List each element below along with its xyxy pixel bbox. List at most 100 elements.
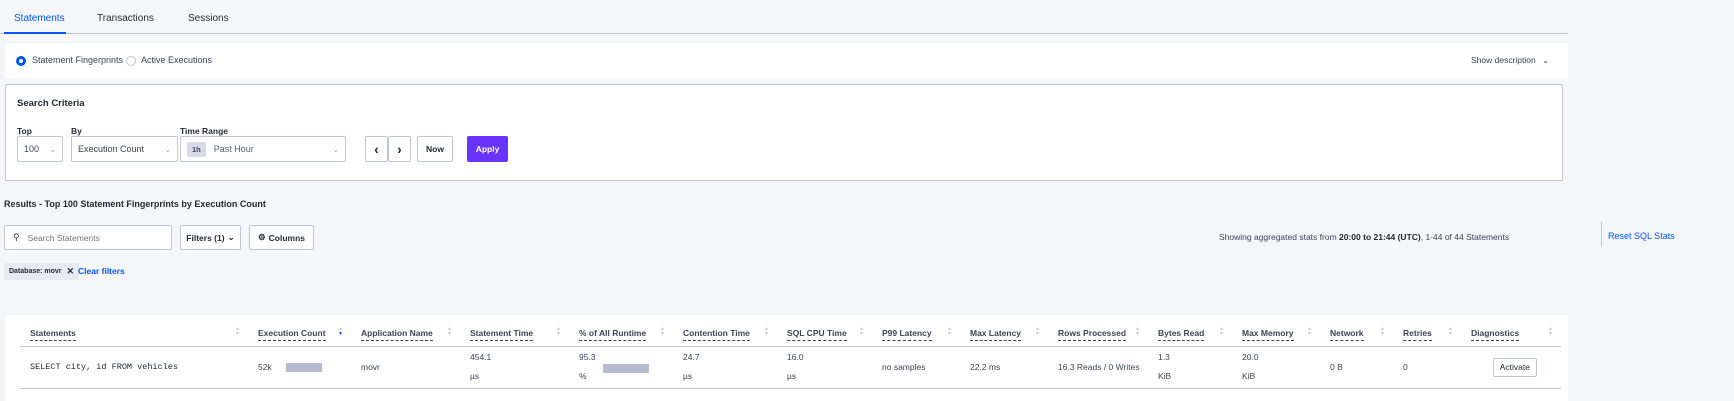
column-header-statements[interactable]: Statements ▲ ▼ (20, 320, 248, 347)
time-value: Past Hour (213, 144, 254, 154)
previous-time-button[interactable]: ‹ (365, 136, 388, 162)
sort-icon[interactable]: ▲ ▼ (1548, 326, 1553, 337)
column-header-label: Retries (1403, 327, 1432, 341)
sort-icon[interactable]: ▲ ▼ (1380, 326, 1385, 337)
chevron-down-icon: ⌄ (1542, 55, 1550, 65)
unit: µs (470, 371, 480, 381)
top-label: Top (17, 126, 32, 136)
column-header-max-latency[interactable]: Max Latency ▲ ▼ (960, 320, 1048, 347)
reset-sql-stats-link[interactable]: Reset SQL Stats (1608, 231, 1675, 241)
statements-table: Statements ▲ ▼ Execution Count ▲ ▼ Application… (20, 320, 1561, 389)
stats-range: 20:00 to 21:44 (UTC) (1339, 232, 1421, 242)
column-header-diagnostics[interactable]: Diagnostics ▲ ▼ (1461, 320, 1561, 347)
column-header-sql-cpu-time[interactable]: SQL CPU Time ▲ ▼ (777, 320, 872, 347)
radio-active-executions[interactable] (126, 56, 136, 66)
execution-count-bar (285, 362, 322, 372)
table-row[interactable]: SELECT city, id FROM vehicles 52k movr 4… (20, 346, 1561, 389)
sort-icon[interactable]: ▲ ▼ (235, 326, 240, 337)
column-header-of-all-runtime[interactable]: % of All Runtime ▲ ▼ (569, 320, 673, 347)
sort-icon[interactable]: ▲ ▼ (1219, 326, 1224, 337)
stats-summary: Showing aggregated stats from 20:00 to 2… (1219, 232, 1509, 242)
chevron-left-icon: ‹ (374, 141, 379, 157)
execution-count-value: 52k (258, 361, 272, 372)
sort-icon[interactable]: ▲ ▼ (556, 326, 561, 337)
column-header-network[interactable]: Network ▲ ▼ (1320, 320, 1393, 347)
column-header-rows-processed[interactable]: Rows Processed ▲ ▼ (1048, 320, 1148, 347)
column-header-retries[interactable]: Retries ▲ ▼ (1393, 320, 1461, 347)
sort-icon[interactable]: ▲ ▼ (447, 326, 452, 337)
column-header-bytes-read[interactable]: Bytes Read ▲ ▼ (1148, 320, 1232, 347)
active-tab-indicator (4, 32, 66, 34)
sort-icon[interactable]: ▲ ▼ (1307, 326, 1312, 337)
sql-cpu-time-cell: 16.0 µs (777, 346, 872, 389)
column-header-label: Contention Time (683, 327, 750, 341)
radio-label[interactable]: Statement Fingerprints (32, 55, 124, 65)
runtime-percent-cell: 95.3% (569, 346, 673, 389)
sort-icon[interactable]: ▲ ▼ (1035, 326, 1040, 337)
show-description-toggle[interactable]: Show description ⌄ (1471, 55, 1549, 66)
filters-button[interactable]: Filters (1) ⌄ (180, 225, 241, 250)
columns-button[interactable]: ⚙ Columns (249, 225, 314, 250)
column-header-max-memory[interactable]: Max Memory ▲ ▼ (1232, 320, 1320, 347)
statement-cell[interactable]: SELECT city, id FROM vehicles (20, 346, 248, 389)
table-header-row: Statements ▲ ▼ Execution Count ▲ ▼ Application… (20, 320, 1561, 347)
chevron-down-icon: ⌄ (227, 232, 235, 242)
apply-button[interactable]: Apply (467, 136, 508, 162)
contention-value: 24.7 (683, 352, 700, 362)
radio-statement-fingerprints[interactable] (16, 56, 26, 66)
column-header-execution-count[interactable]: Execution Count ▲ ▼ (248, 320, 351, 347)
column-header-label: Max Latency (970, 327, 1022, 341)
filter-chip: Database: movr ✕ (4, 263, 80, 280)
search-criteria-panel: Search Criteria Top 100 ⌄ By Execution Co… (5, 84, 1563, 181)
stats-suffix: , 1-44 of 44 Statements (1420, 232, 1510, 242)
time-badge: 1h (187, 141, 206, 157)
chip-label: Database: movr (9, 268, 62, 275)
sort-icon[interactable]: ▲ ▼ (764, 326, 769, 337)
column-header-label: Rows Processed (1058, 327, 1127, 341)
top-select[interactable]: 100 ⌄ (17, 136, 63, 162)
column-header-p99-latency[interactable]: P99 Latency ▲ ▼ (872, 320, 960, 347)
column-header-application-name[interactable]: Application Name ▲ ▼ (351, 320, 460, 347)
column-header-label: Network (1330, 327, 1364, 341)
network-cell: 0 B (1320, 346, 1393, 389)
search-input[interactable] (27, 232, 158, 243)
column-header-label: P99 Latency (882, 327, 932, 341)
clear-filters-link[interactable]: Clear filters (78, 266, 125, 276)
chevron-down-icon: ⌄ (49, 144, 56, 154)
tab-bar: Statements Transactions Sessions (0, 0, 1568, 34)
search-statements[interactable]: ⚲ (4, 225, 172, 250)
close-icon[interactable]: ✕ (66, 266, 75, 276)
application-name-cell: movr (351, 346, 460, 389)
filters-label: Filters (1) (186, 232, 225, 243)
max-memory-value: 20.0 (1242, 352, 1259, 362)
unit: µs (787, 371, 797, 381)
sort-icon[interactable]: ▲ ▼ (1448, 326, 1453, 337)
stats-prefix: Showing aggregated stats from (1219, 232, 1340, 242)
by-label: By (71, 126, 82, 136)
next-time-button[interactable]: › (388, 136, 411, 162)
by-select[interactable]: Execution Count ⌄ (71, 136, 178, 162)
column-header-statement-time[interactable]: Statement Time ▲ ▼ (460, 320, 569, 347)
sort-icon[interactable]: ▲ ▼ (338, 326, 343, 337)
time-range-select[interactable]: 1h Past Hour ⌄ (180, 136, 346, 162)
column-header-label: Bytes Read (1158, 327, 1205, 341)
view-mode-bar: Statement Fingerprints Active Executions… (5, 43, 1568, 78)
section-title: Search Criteria (17, 98, 85, 109)
now-button[interactable]: Now (417, 136, 453, 162)
column-header-label: Execution Count (258, 327, 326, 341)
activate-button[interactable]: Activate (1492, 357, 1537, 377)
sort-icon[interactable]: ▲ ▼ (859, 326, 864, 337)
tab-sessions[interactable]: Sessions (188, 13, 229, 24)
column-header-label: % of All Runtime (579, 327, 647, 341)
by-value: Execution Count (78, 144, 145, 154)
column-header-contention-time[interactable]: Contention Time ▲ ▼ (673, 320, 777, 347)
tab-statements[interactable]: Statements (14, 13, 65, 24)
sort-icon[interactable]: ▲ ▼ (1135, 326, 1140, 337)
unit: % (579, 371, 587, 381)
sort-icon[interactable]: ▲ ▼ (660, 326, 665, 337)
radio-label[interactable]: Active Executions (141, 55, 213, 65)
sort-icon[interactable]: ▲ ▼ (947, 326, 952, 337)
tab-transactions[interactable]: Transactions (97, 13, 154, 24)
column-header-label: SQL CPU Time (787, 327, 847, 341)
column-header-label: Application Name (361, 327, 433, 341)
